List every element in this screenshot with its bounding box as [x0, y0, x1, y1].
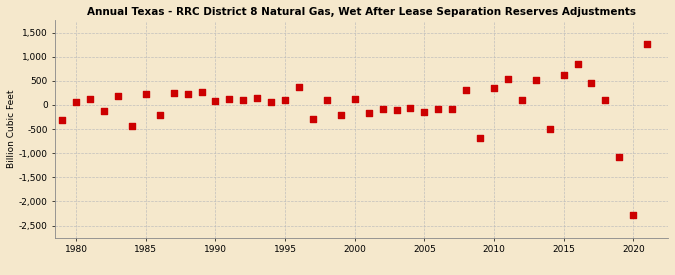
Point — [99, 109, 109, 113]
Point — [405, 106, 416, 111]
Point — [586, 81, 597, 85]
Point — [600, 97, 611, 102]
Point — [558, 73, 569, 77]
Point — [182, 92, 193, 96]
Point — [43, 70, 54, 74]
Point — [628, 212, 639, 217]
Point — [294, 85, 304, 89]
Y-axis label: Billion Cubic Feet: Billion Cubic Feet — [7, 90, 16, 168]
Point — [224, 97, 235, 101]
Point — [391, 108, 402, 112]
Point — [516, 98, 527, 102]
Point — [113, 94, 124, 98]
Point — [168, 91, 179, 95]
Point — [475, 136, 485, 140]
Point — [614, 155, 625, 159]
Point — [321, 98, 332, 102]
Point — [71, 99, 82, 104]
Point — [447, 107, 458, 111]
Point — [155, 112, 165, 117]
Point — [210, 99, 221, 103]
Point — [252, 95, 263, 100]
Point — [85, 97, 96, 101]
Point — [140, 92, 151, 97]
Point — [196, 90, 207, 94]
Point — [642, 42, 653, 46]
Point — [433, 107, 443, 111]
Point — [126, 124, 137, 128]
Point — [377, 107, 388, 111]
Point — [279, 98, 290, 102]
Point — [461, 88, 472, 93]
Point — [350, 97, 360, 101]
Point — [489, 86, 500, 90]
Point — [308, 117, 319, 121]
Point — [363, 111, 374, 115]
Point — [502, 77, 513, 81]
Point — [238, 97, 249, 102]
Point — [544, 126, 555, 131]
Point — [531, 78, 541, 82]
Point — [419, 109, 430, 114]
Point — [572, 62, 583, 66]
Point — [57, 118, 68, 122]
Title: Annual Texas - RRC District 8 Natural Gas, Wet After Lease Separation Reserves A: Annual Texas - RRC District 8 Natural Ga… — [87, 7, 637, 17]
Point — [335, 112, 346, 117]
Point — [266, 100, 277, 104]
